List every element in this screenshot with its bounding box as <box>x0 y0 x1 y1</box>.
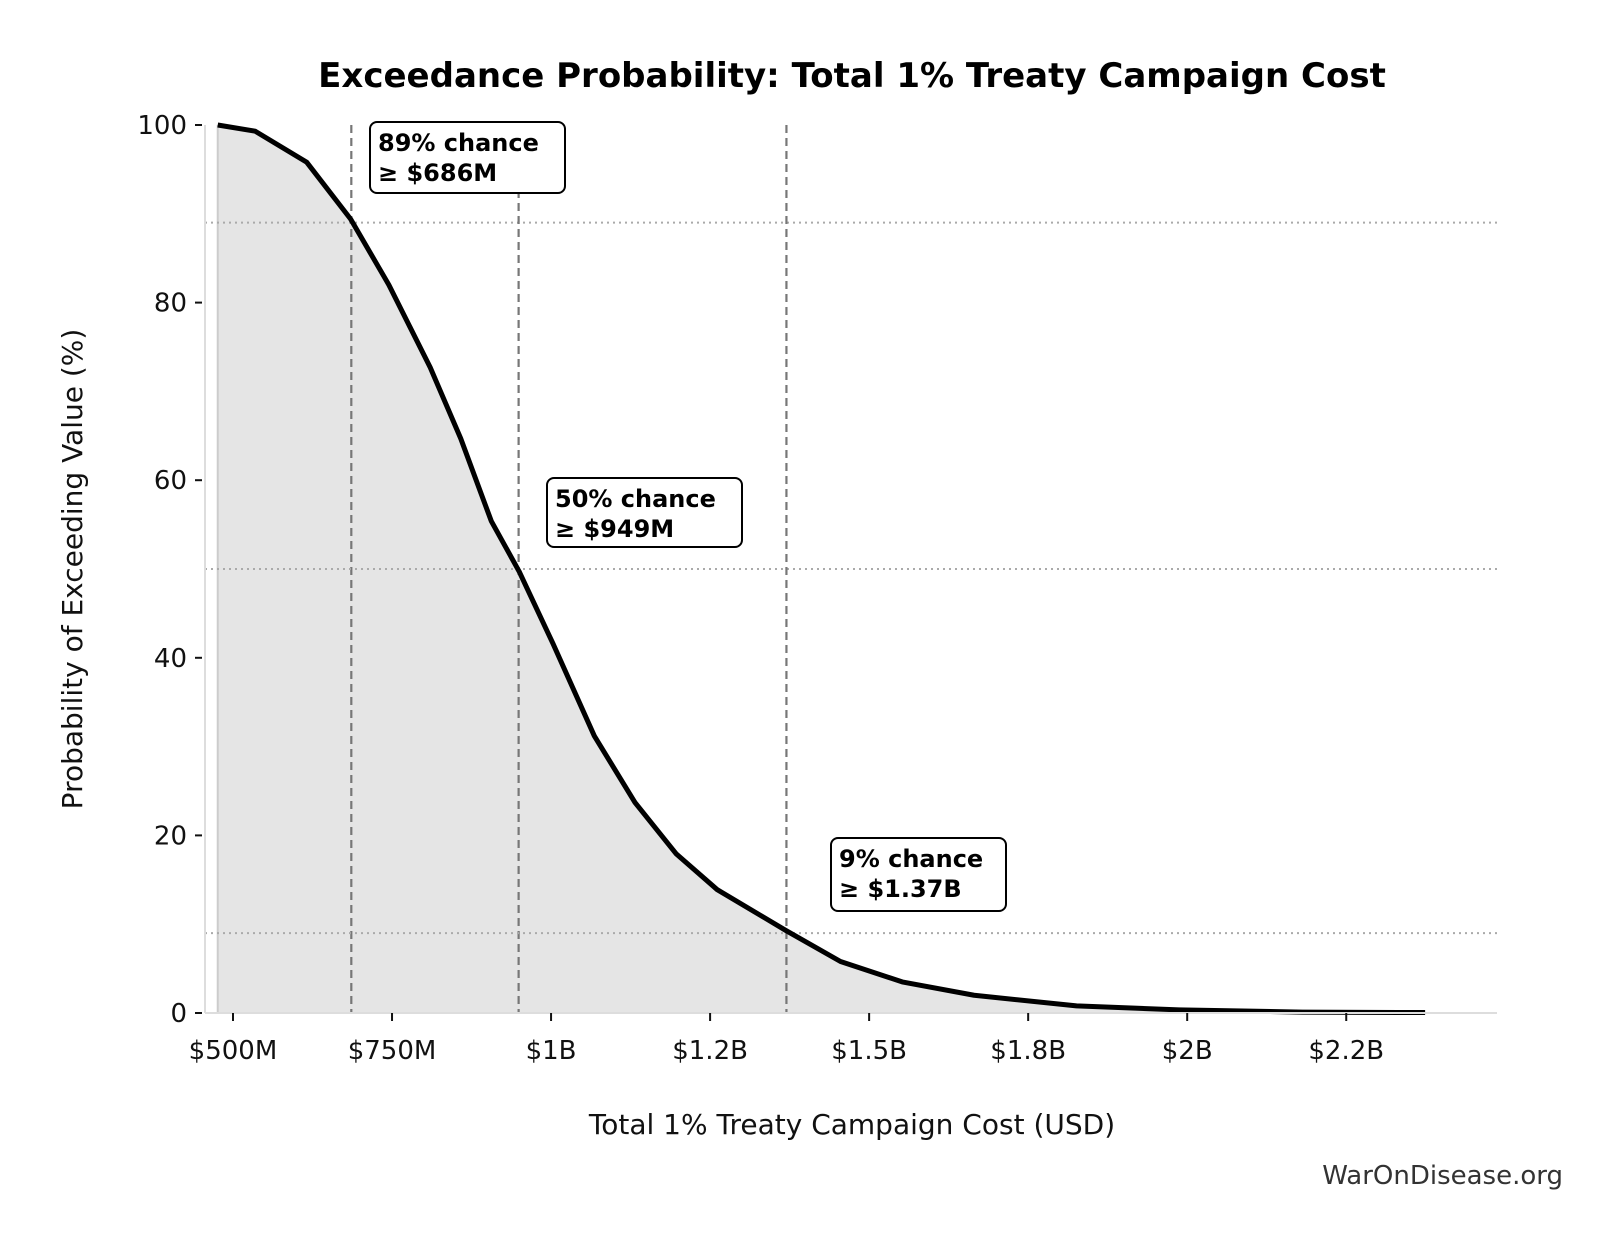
exceedance-curve <box>217 122 1426 1016</box>
annotation-line1: 50% chance <box>555 485 716 513</box>
chart-title: Exceedance Probability: Total 1% Treaty … <box>318 56 1386 96</box>
y-tick-label: 40 <box>154 644 187 674</box>
y-tick-label: 80 <box>154 289 187 319</box>
annotation-frame <box>546 477 743 548</box>
x-tick-label: $1.5B <box>831 1036 907 1066</box>
y-tick-label: 20 <box>154 821 187 851</box>
annotation-line2: ≥ $949M <box>555 515 674 543</box>
annotation-line1: 9% chance <box>839 845 983 873</box>
annotation-frame <box>830 837 1007 912</box>
annotation-box: 89% chance≥ $686M <box>369 121 566 194</box>
x-tick-label: $2B <box>1162 1036 1213 1066</box>
x-tick-label: $2.2B <box>1308 1036 1384 1066</box>
y-axis-label: Probability of Exceeding Value (%) <box>56 329 89 810</box>
y-tick-label: 60 <box>154 466 187 496</box>
annotation-box: 50% chance≥ $949M <box>546 477 743 548</box>
annotation-box: 9% chance≥ $1.37B <box>830 837 1007 912</box>
x-axis-label: Total 1% Treaty Campaign Cost (USD) <box>588 1108 1115 1141</box>
x-tick-label: $1.2B <box>672 1036 748 1066</box>
x-tick-label: $500M <box>189 1036 278 1066</box>
annotation-line2: ≥ $686M <box>378 159 497 187</box>
x-tick-label: $750M <box>348 1036 437 1066</box>
x-tick-label: $1B <box>526 1036 577 1066</box>
annotation-line1: 89% chance <box>378 129 539 157</box>
annotation-frame <box>369 121 566 194</box>
plot-area: $500M $750M $1B $1.2B $1.5B $1.8B $2B $2.2B 0 20 4… <box>137 111 1497 1066</box>
y-tick-label: 100 <box>137 111 187 141</box>
x-tick-label: $1.8B <box>990 1036 1066 1066</box>
watermark: WarOnDisease.org <box>1322 1161 1563 1191</box>
annotation-line2: ≥ $1.37B <box>839 875 962 903</box>
y-tick-label: 0 <box>170 999 187 1029</box>
